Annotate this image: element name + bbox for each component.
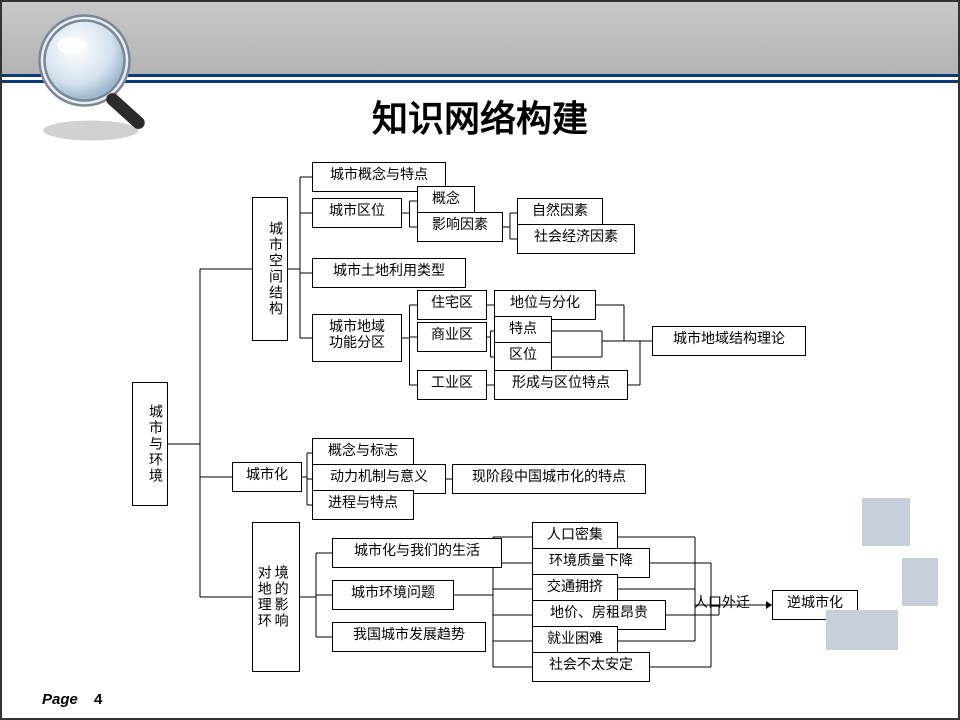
node-n_func: 城市地域功能分区 (312, 314, 402, 362)
node-n_soc: 社会经济因素 (517, 224, 635, 254)
topbar (2, 2, 958, 74)
node-root: 城市与环境 (132, 382, 168, 506)
page-number: 4 (94, 691, 102, 708)
slide-frame: 知识网络构建 城市与环境城市空间结构城市化对地理环境的影响城市概念与特点城市区位… (0, 0, 960, 720)
node-n_loc_f: 影响因素 (417, 212, 503, 242)
node-n_e2: 城市环境问题 (332, 580, 454, 610)
node-n_land: 城市土地利用类型 (312, 258, 466, 288)
node-n_space: 城市空间结构 (252, 197, 288, 341)
node-n_urban: 城市化 (232, 462, 302, 492)
node-n_theory: 城市地域结构理论 (652, 326, 806, 356)
node-n_e1: 城市化与我们的生活 (332, 538, 502, 568)
node-n_u3: 进程与特点 (312, 490, 414, 520)
node-n_biz_b: 区位 (494, 342, 552, 372)
node-n_cn: 现阶段中国城市化的特点 (452, 464, 646, 494)
page-footer: Page 4 (42, 691, 102, 708)
stripe-group (2, 74, 958, 83)
decorative-boxes (788, 498, 938, 658)
node-n_out: 人口外迁 (694, 592, 750, 612)
node-n_env: 对地理环境的影响 (252, 522, 300, 672)
node-n_loc: 城市区位 (312, 198, 402, 228)
page-title: 知识网络构建 (2, 90, 958, 142)
node-n_ind: 工业区 (417, 370, 487, 400)
page-label: Page (42, 691, 78, 708)
node-n_p6: 社会不太安定 (532, 652, 650, 682)
node-n_biz: 商业区 (417, 322, 487, 352)
node-n_e3: 我国城市发展趋势 (332, 622, 486, 652)
node-n_ind_a: 形成与区位特点 (494, 370, 628, 400)
node-n_res: 住宅区 (417, 290, 487, 320)
